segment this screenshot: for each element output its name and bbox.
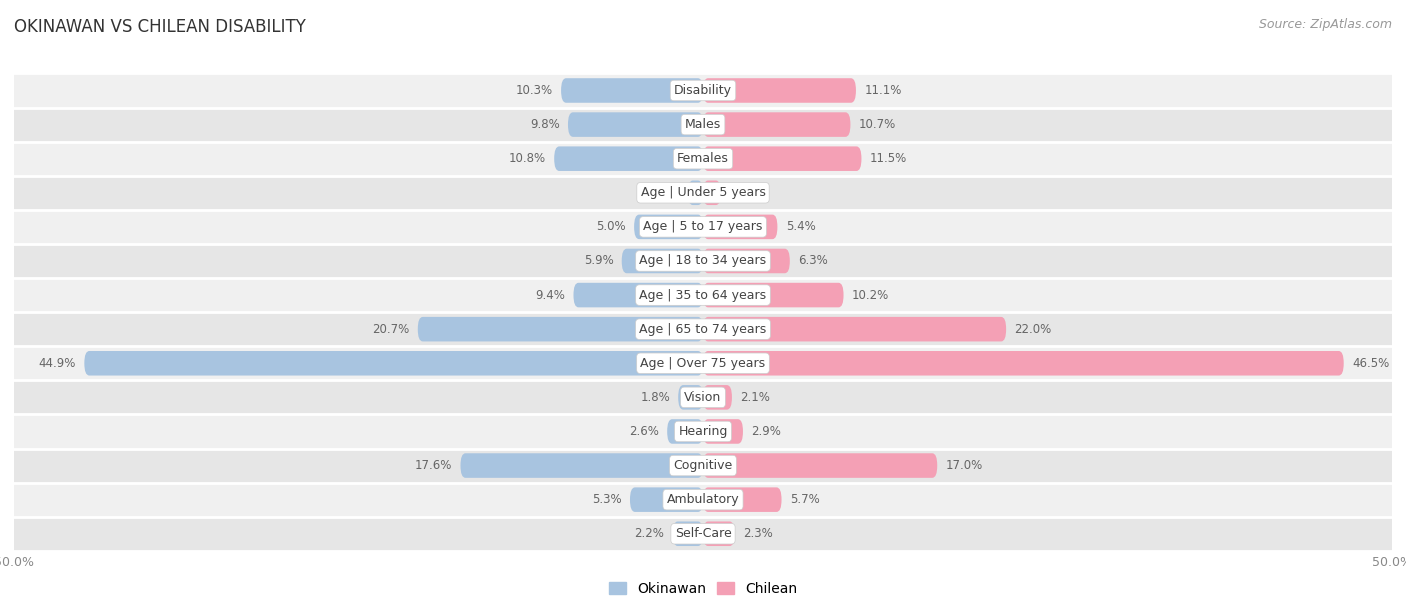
- Text: 1.8%: 1.8%: [640, 391, 669, 404]
- FancyBboxPatch shape: [672, 521, 703, 546]
- Bar: [14, 346, 1392, 380]
- Text: Age | Over 75 years: Age | Over 75 years: [641, 357, 765, 370]
- FancyBboxPatch shape: [84, 351, 703, 376]
- Text: 2.6%: 2.6%: [628, 425, 659, 438]
- Text: 5.9%: 5.9%: [583, 255, 613, 267]
- Text: Females: Females: [678, 152, 728, 165]
- FancyBboxPatch shape: [703, 419, 742, 444]
- Text: Age | 35 to 64 years: Age | 35 to 64 years: [640, 289, 766, 302]
- Bar: [14, 414, 1392, 449]
- Legend: Okinawan, Chilean: Okinawan, Chilean: [603, 576, 803, 601]
- Text: 9.4%: 9.4%: [536, 289, 565, 302]
- Text: OKINAWAN VS CHILEAN DISABILITY: OKINAWAN VS CHILEAN DISABILITY: [14, 18, 307, 36]
- FancyBboxPatch shape: [630, 487, 703, 512]
- Text: Age | Under 5 years: Age | Under 5 years: [641, 186, 765, 200]
- FancyBboxPatch shape: [574, 283, 703, 307]
- Text: Disability: Disability: [673, 84, 733, 97]
- Text: 22.0%: 22.0%: [1014, 323, 1052, 335]
- Text: 11.5%: 11.5%: [870, 152, 907, 165]
- Text: 2.2%: 2.2%: [634, 528, 665, 540]
- Bar: [14, 312, 1392, 346]
- FancyBboxPatch shape: [703, 521, 735, 546]
- Text: 11.1%: 11.1%: [865, 84, 901, 97]
- Text: Hearing: Hearing: [678, 425, 728, 438]
- FancyBboxPatch shape: [703, 215, 778, 239]
- FancyBboxPatch shape: [461, 453, 703, 478]
- FancyBboxPatch shape: [621, 248, 703, 273]
- Text: Cognitive: Cognitive: [673, 459, 733, 472]
- Text: 10.2%: 10.2%: [852, 289, 889, 302]
- Text: 1.3%: 1.3%: [730, 186, 759, 200]
- Text: Self-Care: Self-Care: [675, 528, 731, 540]
- Bar: [14, 449, 1392, 483]
- FancyBboxPatch shape: [703, 453, 938, 478]
- Bar: [14, 244, 1392, 278]
- FancyBboxPatch shape: [703, 385, 733, 409]
- Text: Age | 65 to 74 years: Age | 65 to 74 years: [640, 323, 766, 335]
- Bar: [14, 210, 1392, 244]
- Text: Age | 5 to 17 years: Age | 5 to 17 years: [644, 220, 762, 233]
- FancyBboxPatch shape: [561, 78, 703, 103]
- FancyBboxPatch shape: [703, 283, 844, 307]
- FancyBboxPatch shape: [703, 248, 790, 273]
- Text: 10.8%: 10.8%: [509, 152, 546, 165]
- Text: 2.1%: 2.1%: [740, 391, 770, 404]
- FancyBboxPatch shape: [703, 351, 1344, 376]
- Text: Vision: Vision: [685, 391, 721, 404]
- Text: 2.3%: 2.3%: [742, 528, 773, 540]
- FancyBboxPatch shape: [703, 78, 856, 103]
- FancyBboxPatch shape: [668, 419, 703, 444]
- Text: 9.8%: 9.8%: [530, 118, 560, 131]
- Text: 6.3%: 6.3%: [799, 255, 828, 267]
- Text: Source: ZipAtlas.com: Source: ZipAtlas.com: [1258, 18, 1392, 31]
- Bar: [14, 73, 1392, 108]
- Text: 1.1%: 1.1%: [650, 186, 679, 200]
- Text: Males: Males: [685, 118, 721, 131]
- Text: 46.5%: 46.5%: [1353, 357, 1389, 370]
- Bar: [14, 278, 1392, 312]
- FancyBboxPatch shape: [703, 181, 721, 205]
- FancyBboxPatch shape: [554, 146, 703, 171]
- Bar: [14, 483, 1392, 517]
- FancyBboxPatch shape: [634, 215, 703, 239]
- Text: 17.6%: 17.6%: [415, 459, 453, 472]
- FancyBboxPatch shape: [688, 181, 703, 205]
- Bar: [14, 108, 1392, 141]
- Text: 44.9%: 44.9%: [39, 357, 76, 370]
- Text: 2.9%: 2.9%: [751, 425, 782, 438]
- FancyBboxPatch shape: [703, 113, 851, 137]
- Bar: [14, 141, 1392, 176]
- FancyBboxPatch shape: [703, 317, 1007, 341]
- Text: 10.7%: 10.7%: [859, 118, 896, 131]
- Text: 5.3%: 5.3%: [592, 493, 621, 506]
- Text: Age | 18 to 34 years: Age | 18 to 34 years: [640, 255, 766, 267]
- Bar: [14, 380, 1392, 414]
- Text: 5.7%: 5.7%: [790, 493, 820, 506]
- FancyBboxPatch shape: [703, 487, 782, 512]
- FancyBboxPatch shape: [418, 317, 703, 341]
- Text: Ambulatory: Ambulatory: [666, 493, 740, 506]
- FancyBboxPatch shape: [678, 385, 703, 409]
- Text: 5.0%: 5.0%: [596, 220, 626, 233]
- Text: 17.0%: 17.0%: [945, 459, 983, 472]
- FancyBboxPatch shape: [703, 146, 862, 171]
- Text: 5.4%: 5.4%: [786, 220, 815, 233]
- Bar: [14, 176, 1392, 210]
- Text: 10.3%: 10.3%: [516, 84, 553, 97]
- FancyBboxPatch shape: [568, 113, 703, 137]
- Bar: [14, 517, 1392, 551]
- Text: 20.7%: 20.7%: [373, 323, 409, 335]
